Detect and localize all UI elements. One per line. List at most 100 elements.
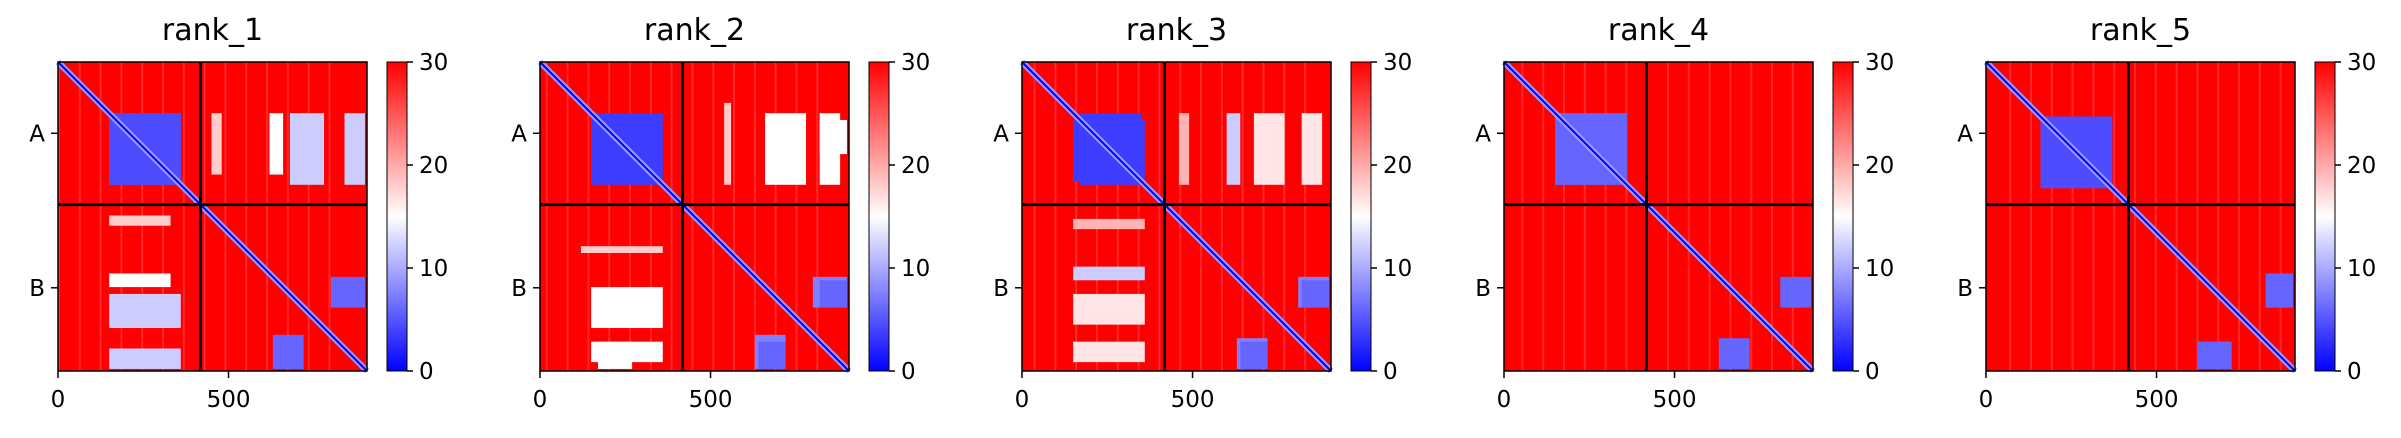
heatmap-block-mirror [276, 341, 304, 369]
heatmap-texture [753, 62, 756, 371]
heatmap-block [211, 113, 222, 175]
heatmap-block-mirror [109, 215, 171, 226]
y-tick-label: B [511, 276, 527, 302]
y-tick-label: B [1957, 276, 1973, 302]
panel-1: rank_1 A B 0 500 0 10 20 30 [29, 13, 448, 413]
colorbar-tick-label: 30 [419, 50, 448, 76]
colorbar [868, 61, 890, 372]
heatmap-texture [1116, 62, 1119, 371]
colorbar-tick-label: 20 [1865, 153, 1894, 179]
heatmap-texture [587, 62, 590, 371]
heatmap-block [591, 341, 663, 363]
heatmap-block [1301, 280, 1329, 308]
heatmap-texture [1200, 62, 1203, 371]
y-tick-label: A [993, 121, 1009, 147]
heatmap-texture [1241, 62, 1244, 371]
heatmap-texture [816, 62, 819, 371]
heatmap-texture [2134, 62, 2137, 371]
heatmap-texture [2154, 62, 2157, 371]
colorbar-tick-label: 20 [901, 153, 930, 179]
y-tick-label: A [29, 121, 45, 147]
heatmap-block [1073, 341, 1145, 363]
heatmap-frame [1021, 61, 1332, 372]
panel-title: rank_3 [1126, 13, 1227, 48]
heatmap-frame [1985, 61, 2296, 372]
heatmap-block [109, 348, 181, 369]
heatmap-block [1073, 293, 1145, 325]
heatmap-texture [2175, 62, 2178, 371]
heatmap-texture [2279, 62, 2282, 371]
colorbar [2314, 61, 2336, 372]
heatmap-texture [245, 62, 248, 371]
diagonal-line [1985, 61, 2296, 372]
heatmap-block-mirror [289, 113, 325, 185]
heatmap-texture [1604, 62, 1607, 371]
heatmap-frame [539, 61, 850, 372]
heatmap-block [109, 293, 181, 329]
y-tick-label: A [1475, 121, 1491, 147]
heatmap-texture [266, 62, 269, 371]
colorbar-tick-label: 10 [901, 256, 930, 282]
panel-2: rank_2 A B 0 500 0 10 20 30 [511, 13, 930, 413]
heatmap-block [1178, 113, 1190, 185]
heatmap-texture [1075, 62, 1078, 371]
heatmap-texture [2238, 62, 2241, 371]
y-tick-label: A [1957, 121, 1973, 147]
heatmap-block [269, 113, 284, 175]
diagonal-line [1021, 61, 1332, 372]
heatmap-texture [1771, 62, 1774, 371]
heatmap-texture [2071, 62, 2074, 371]
heatmap-texture [1262, 62, 1265, 371]
heatmap-block [1783, 280, 1811, 308]
x-tick-label: 0 [1497, 387, 1512, 413]
heatmap-texture [1542, 62, 1545, 371]
heatmap-texture [566, 62, 569, 371]
heatmap-texture [774, 62, 777, 371]
heatmap-texture [78, 62, 81, 371]
heatmap-block [819, 280, 847, 308]
x-tick-label: 500 [1653, 387, 1697, 413]
heatmap-block-mirror [1240, 341, 1268, 369]
colorbar-tick-label: 0 [901, 359, 916, 385]
heatmap-texture [1304, 62, 1307, 371]
heatmap-texture [608, 62, 611, 371]
colorbar-tick-label: 10 [419, 256, 448, 282]
heatmap-frame [57, 61, 368, 372]
heatmap-texture [1667, 62, 1670, 371]
panel-title: rank_2 [644, 13, 745, 48]
heatmap-texture [2258, 62, 2261, 371]
heatmap-frame [1503, 61, 1814, 372]
colorbar [1350, 61, 1372, 372]
heatmap-texture [2113, 62, 2116, 371]
colorbar-tick-label: 30 [1383, 50, 1412, 76]
heatmap-texture [1096, 62, 1099, 371]
y-tick-label: B [29, 276, 45, 302]
panel-5: rank_5 A B 0 500 0 10 20 30 [1957, 13, 2376, 413]
y-tick-label: B [993, 276, 1009, 302]
heatmap-texture [2196, 62, 2199, 371]
heatmap-texture [1220, 62, 1223, 371]
colorbar-tick-label: 20 [2347, 153, 2376, 179]
colorbar [386, 61, 408, 372]
x-tick-label: 0 [533, 387, 548, 413]
colorbar-tick-label: 30 [2347, 50, 2376, 76]
panel-title: rank_1 [162, 13, 263, 48]
heatmap-block-mirror [1253, 113, 1285, 185]
heatmap-block-mirror [758, 341, 786, 369]
heatmap-texture [1158, 62, 1161, 371]
panel-3: rank_3 A B 0 500 0 10 20 30 [993, 13, 1412, 413]
heatmap-texture [1791, 62, 1794, 371]
colorbar-tick-label: 30 [1865, 50, 1894, 76]
heatmap-texture [1283, 62, 1286, 371]
heatmap-texture [1583, 62, 1586, 371]
heatmap-texture [2009, 62, 2012, 371]
heatmap-texture [1033, 62, 1036, 371]
heatmap-texture [545, 62, 548, 371]
heatmap-texture [328, 62, 331, 371]
heatmap-texture [1521, 62, 1524, 371]
heatmap-texture [2029, 62, 2032, 371]
heatmap-texture [99, 62, 102, 371]
colorbar-tick-label: 0 [2347, 359, 2362, 385]
heatmap-texture [203, 62, 206, 371]
